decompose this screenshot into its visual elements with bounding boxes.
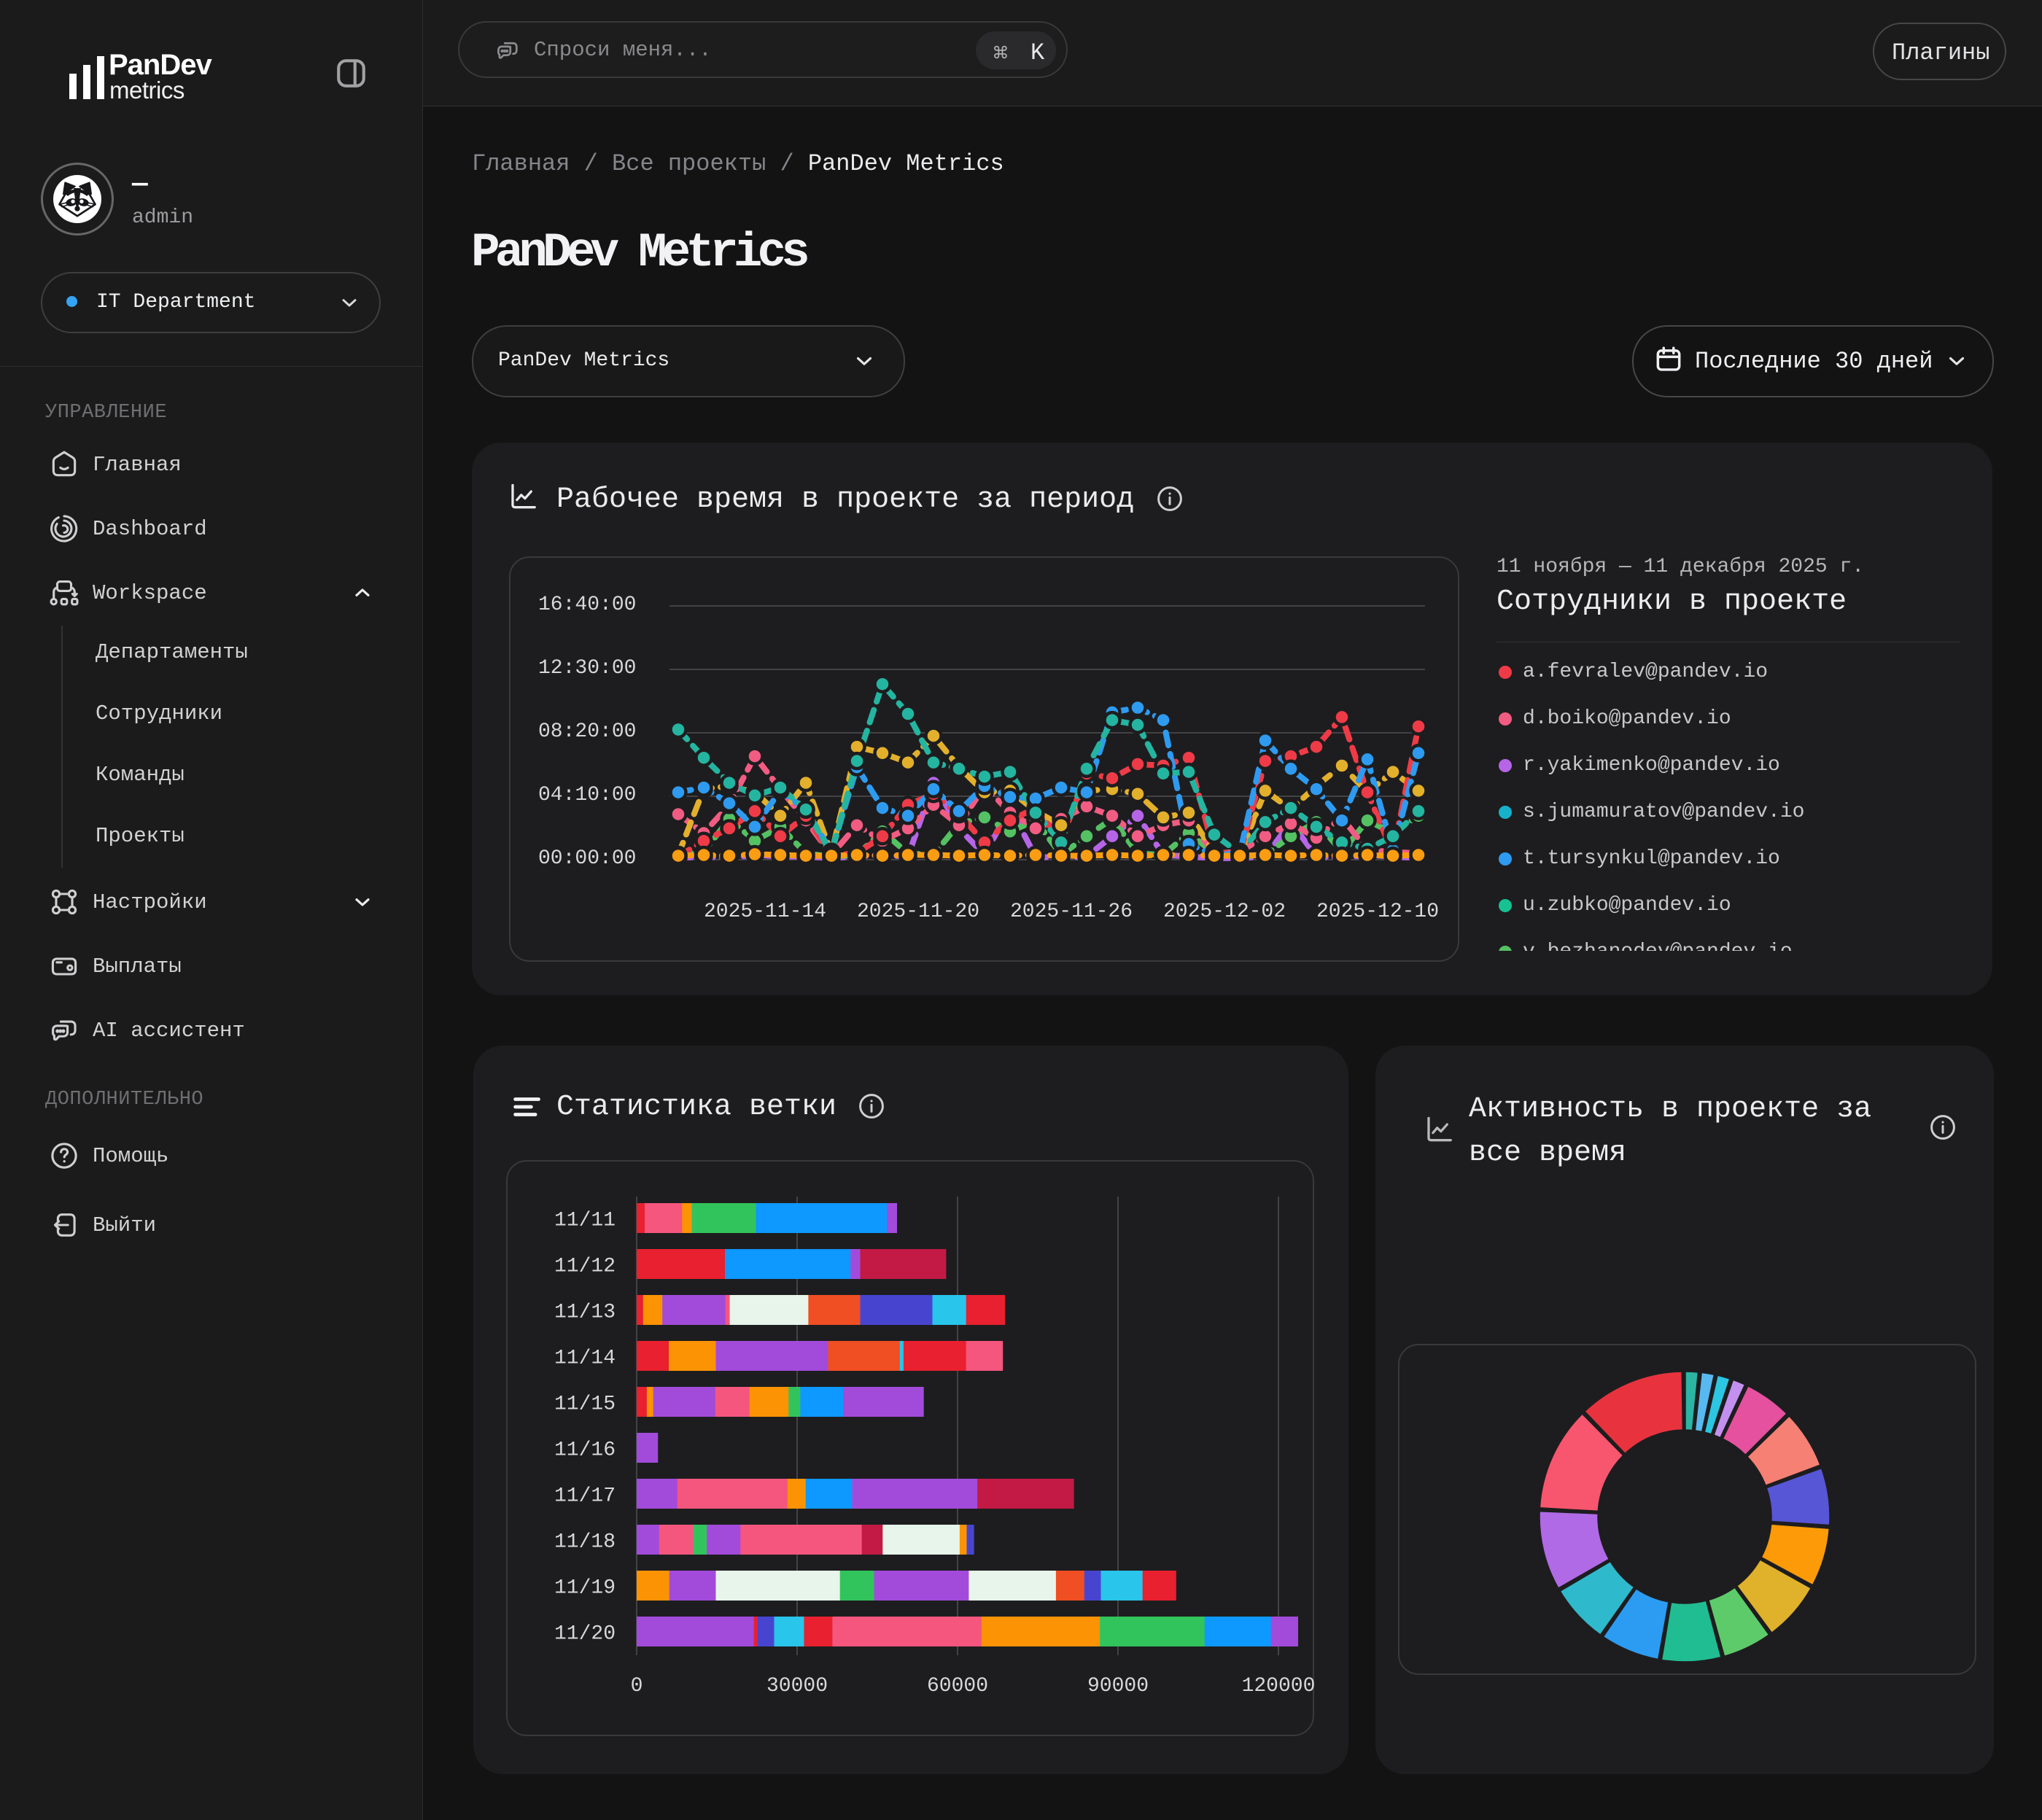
svg-text:11/20: 11/20 <box>554 1623 616 1646</box>
svg-text:11/11: 11/11 <box>554 1210 616 1232</box>
svg-text:11/19: 11/19 <box>554 1577 616 1600</box>
svg-text:11/17: 11/17 <box>554 1485 616 1508</box>
svg-text:30000: 30000 <box>766 1675 828 1698</box>
svg-text:0: 0 <box>631 1675 643 1698</box>
svg-text:11/14: 11/14 <box>554 1348 616 1370</box>
svg-text:11/12: 11/12 <box>554 1256 616 1278</box>
svg-text:11/15: 11/15 <box>554 1393 616 1416</box>
svg-text:11/13: 11/13 <box>554 1302 616 1324</box>
svg-text:11/16: 11/16 <box>554 1439 616 1462</box>
svg-text:90000: 90000 <box>1087 1675 1149 1698</box>
svg-text:60000: 60000 <box>927 1675 988 1698</box>
svg-text:11/18: 11/18 <box>554 1531 616 1554</box>
svg-text:120000: 120000 <box>1242 1675 1316 1698</box>
